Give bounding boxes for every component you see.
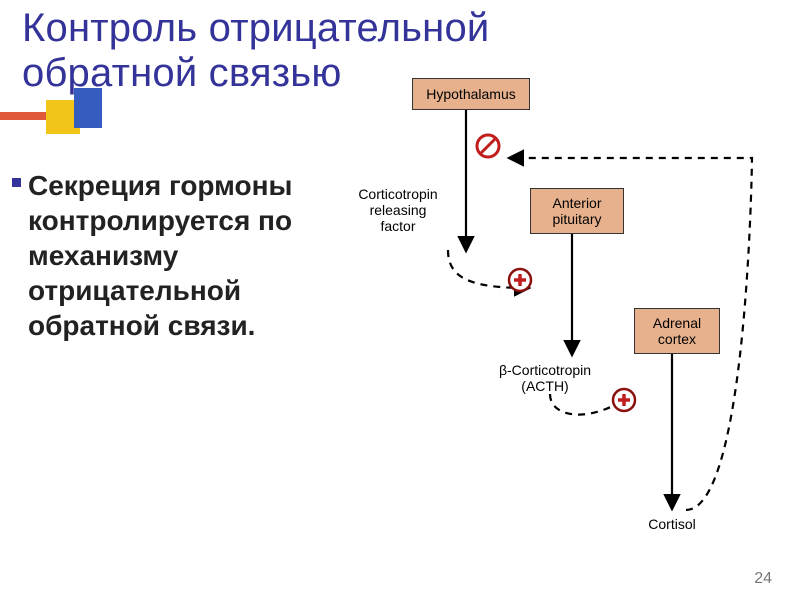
node-adrenal_cortex: Adrenalcortex [634, 308, 720, 354]
bullet-text-block: Секреция гормоны контролируется по механ… [28, 168, 343, 343]
page-number: 24 [754, 570, 772, 588]
bullet-text: Секреция гормоны контролируется по механ… [28, 170, 292, 341]
feedback-diagram: Hypothalamus Anteriorpituitary Adrenalcort… [350, 78, 780, 558]
label-cortisol: Cortisol [632, 516, 712, 532]
title-line1: Контроль отрицательной [22, 6, 489, 50]
title-decoration [0, 100, 118, 134]
title-line2: обратной связью [22, 51, 342, 95]
label-acth: β-Corticotropin(ACTH) [480, 362, 610, 394]
label-crf: Corticotropinreleasingfactor [338, 186, 458, 234]
node-hypothalamus: Hypothalamus [412, 78, 530, 110]
node-anterior_pituitary: Anteriorpituitary [530, 188, 624, 234]
bullet-marker [12, 178, 21, 187]
deco-blue-square [74, 88, 102, 128]
